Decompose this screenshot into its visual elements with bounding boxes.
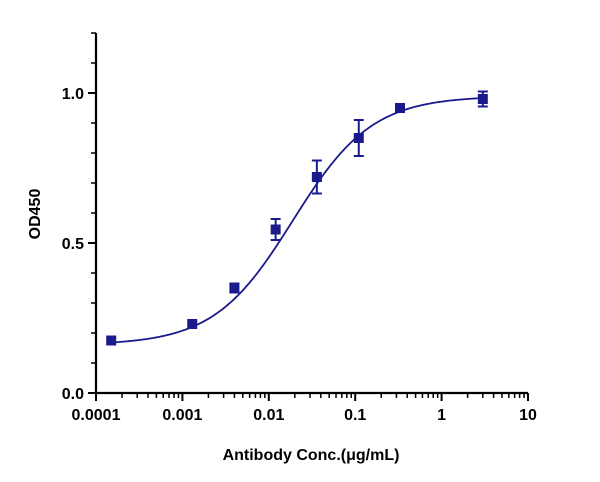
y-tick-label: 0.5: [62, 236, 84, 253]
data-points: [106, 90, 488, 346]
data-point: [394, 103, 405, 113]
x-tick-label: 0.01: [253, 407, 284, 424]
axes: [94, 33, 528, 395]
x-axis-ticks: 0.0001 0.001 0.01 0.1 1 10: [72, 393, 537, 424]
data-point: [311, 172, 322, 182]
data-point: [229, 283, 240, 293]
y-axis-title: OD450: [27, 189, 44, 240]
x-tick-label: 0.0001: [72, 407, 121, 424]
x-tick-label: 0.1: [344, 407, 366, 424]
data-point: [270, 224, 281, 235]
data-point: [477, 94, 488, 104]
y-axis-ticks: 0.0 0.5 1.0: [62, 32, 96, 403]
data-point: [187, 319, 198, 329]
fit-curve-group: [111, 97, 483, 344]
y-tick-label: 1.0: [62, 86, 84, 103]
data-point: [353, 133, 364, 143]
x-axis-title: Antibody Conc.(μg/mL): [223, 447, 400, 464]
y-tick-label: 0.0: [62, 386, 84, 403]
fit-curve: [111, 97, 483, 344]
x-tick-label: 1: [437, 407, 446, 424]
x-tick-label: 0.001: [162, 407, 202, 424]
x-tick-label: 10: [519, 407, 537, 424]
data-point: [106, 335, 117, 346]
